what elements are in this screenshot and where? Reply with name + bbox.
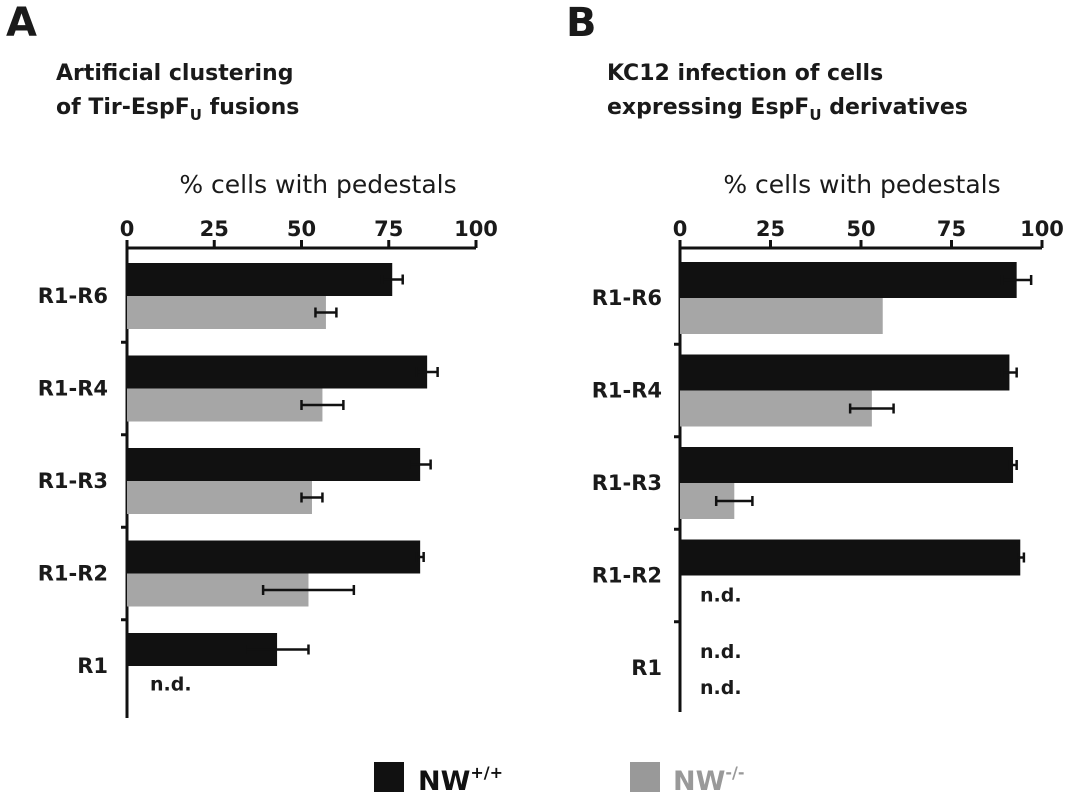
- panel-b-title-line1: KC12 infection of cells: [607, 61, 883, 86]
- category-label-r1-r4: R1-R4: [38, 377, 108, 401]
- x-tick-label-75: 75: [374, 217, 403, 241]
- category-label-r1-r2: R1-R2: [592, 564, 662, 588]
- bar-nw-r1-r4: [680, 390, 872, 427]
- panel-b-letter: B: [566, 0, 597, 46]
- bar-nw-r1-r3: [127, 448, 421, 481]
- x-tick-label-0: 0: [120, 217, 135, 241]
- category-label-r1-r3: R1-R3: [592, 471, 662, 495]
- annotation-nd-r1-nw: n.d.: [150, 674, 192, 696]
- category-label-r1: R1: [631, 656, 662, 680]
- panel-a-letter: A: [6, 0, 37, 46]
- panel-a-title-line2: of Tir-EspFU fusions: [56, 95, 299, 124]
- legend-swatch-nw-ko: [630, 762, 660, 792]
- annotation-nd-r1-r2-nw: n.d.: [700, 585, 742, 607]
- legend-label-nw-wt: NW+/+: [418, 763, 503, 797]
- bar-nw-r1-r4: [127, 388, 323, 422]
- legend-swatch-nw-wt: [374, 762, 404, 792]
- bar-nw-r1-r3: [127, 481, 312, 514]
- category-label-r1-r6: R1-R6: [38, 284, 108, 308]
- bar-nw-r1-r6: [680, 298, 883, 334]
- bar-nw-r1-r4: [680, 354, 1010, 391]
- bar-nw-r1-r6: [127, 263, 393, 296]
- legend: NW+/+ NW-/-: [374, 762, 745, 797]
- bar-nw-r1-r6: [680, 262, 1017, 298]
- panel-a-title-line1: Artificial clustering: [56, 61, 293, 86]
- x-axis-title: % cells with pedestals: [723, 170, 1000, 199]
- bar-nw-r1-r2: [127, 540, 421, 574]
- category-label-r1: R1: [77, 654, 108, 678]
- category-label-r1-r3: R1-R3: [38, 469, 108, 493]
- category-label-r1-r2: R1-R2: [38, 562, 108, 586]
- bar-nw-r1-r3: [680, 447, 1014, 483]
- chart-a: % cells with pedestals 0 25 50 75 100 R1-R6 R1-…: [38, 170, 498, 718]
- x-tick-label-0: 0: [673, 217, 688, 241]
- chart-b: % cells with pedestals 0 25 50 75 100 R1-R6 R1-…: [592, 170, 1064, 712]
- x-tick-label-50: 50: [846, 217, 875, 241]
- panel-b-title-line2: expressing EspFU derivatives: [607, 95, 968, 124]
- category-label-r1-r4: R1-R4: [592, 379, 662, 403]
- bar-nw-r1-r2: [680, 539, 1021, 576]
- x-tick-label-100: 100: [1020, 217, 1064, 241]
- annotation-nd-r1-nw: n.d.: [700, 641, 742, 663]
- x-tick-label-100: 100: [454, 217, 498, 241]
- legend-label-nw-ko: NW-/-: [673, 763, 745, 797]
- x-tick-label-25: 25: [756, 217, 785, 241]
- x-axis-title: % cells with pedestals: [179, 170, 456, 199]
- x-tick-label-75: 75: [937, 217, 966, 241]
- x-tick-label-25: 25: [200, 217, 229, 241]
- category-label-r1-r6: R1-R6: [592, 286, 662, 310]
- x-tick-label-50: 50: [287, 217, 316, 241]
- bar-nw-r1-r4: [127, 355, 428, 389]
- bar-nw-r1-r6: [127, 296, 326, 329]
- annotation-nd-r1-nw: n.d.: [700, 677, 742, 699]
